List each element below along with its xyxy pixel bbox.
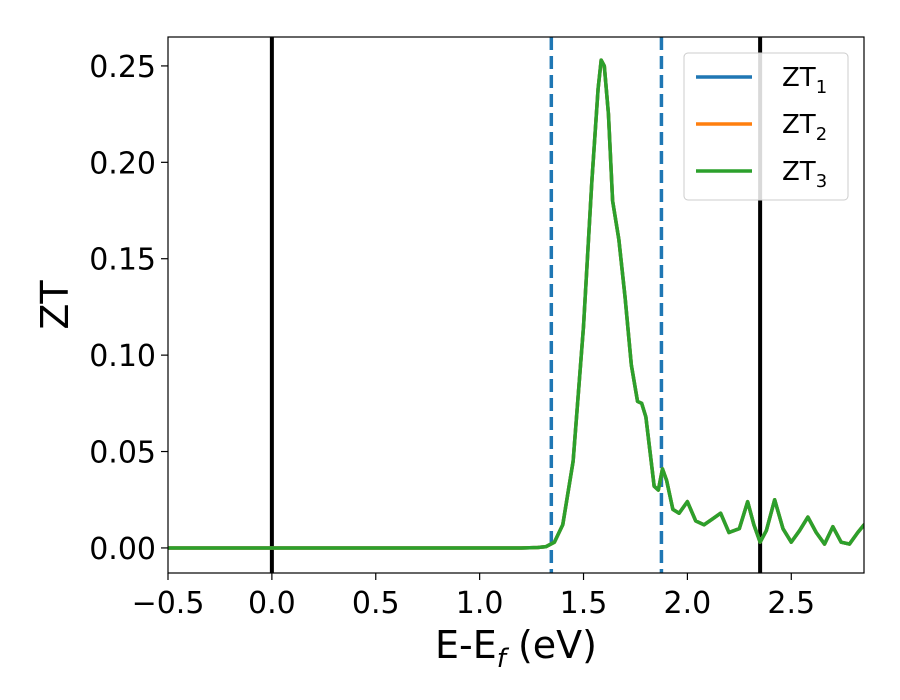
y-axis-label: ZT — [33, 280, 77, 330]
x-tick-label: 2.5 — [767, 586, 815, 621]
x-tick-label: 0.5 — [352, 586, 400, 621]
x-axis-label: E-Ef (eV) — [435, 623, 597, 674]
x-axis-ticks: −0.5 0.0 0.5 1.0 1.5 2.0 2.5 — [132, 573, 815, 621]
plot-frame — [167, 36, 865, 574]
y-tick-label: 0.15 — [89, 243, 156, 278]
y-tick-label: 0.25 — [89, 50, 156, 85]
y-tick-label: 0.10 — [89, 339, 156, 374]
x-tick-label: 2.0 — [664, 586, 712, 621]
legend-box — [683, 52, 849, 201]
series-line-zt3 — [168, 58, 864, 550]
y-tick-label: 0.05 — [89, 436, 156, 471]
x-tick-label: −0.5 — [132, 586, 205, 621]
x-tick-label: 1.0 — [456, 586, 504, 621]
legend-label-2: ZT2 — [782, 110, 827, 145]
legend: ZT1 ZT2 ZT3 — [683, 52, 849, 201]
x-tick-label: 1.5 — [560, 586, 608, 621]
y-axis-ticks: 0.00 0.05 0.10 0.15 0.20 0.25 — [89, 50, 168, 567]
series-layer — [168, 58, 864, 550]
y-tick-label: 0.20 — [89, 146, 156, 181]
legend-label-1: ZT1 — [782, 63, 827, 98]
legend-label-3: ZT3 — [782, 157, 827, 192]
y-tick-label: 0.00 — [89, 532, 156, 567]
x-tick-label: 0.0 — [248, 586, 296, 621]
